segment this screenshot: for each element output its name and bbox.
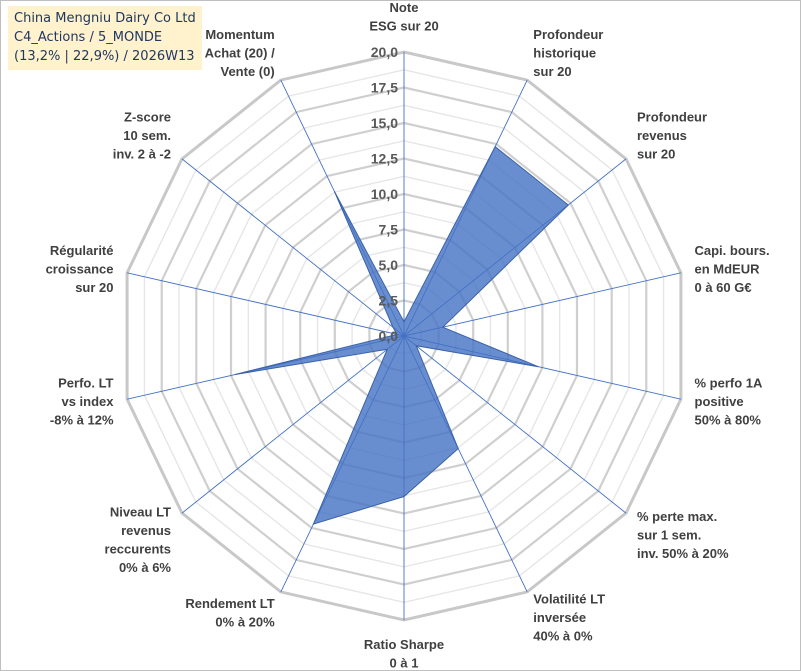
axis-label-line: en MdEUR <box>695 261 761 276</box>
axis-label-line: sur 20 <box>637 147 675 162</box>
axis-label-line: 10 sem. <box>123 128 171 143</box>
axis-label-line: sur 1 sem. <box>637 527 701 542</box>
axis-label-line: reccurents <box>105 541 171 556</box>
title-portfolio: C4_Actions / 5_MONDE <box>14 30 163 45</box>
axis-label-line: Perfo. LT <box>58 376 113 391</box>
series-area <box>234 145 570 525</box>
axis-label-line: sur 20 <box>75 280 113 295</box>
axis-label-line: Ratio Sharpe <box>364 637 444 652</box>
axis-label-line: Régularité <box>50 243 114 258</box>
axis-label-line: revenus <box>637 128 687 143</box>
axis-label-line: sur 20 <box>533 64 571 79</box>
axis-label: % perte max. sur 1 sem. inv. 50% à 20% <box>637 509 729 561</box>
axis-label: Rendement LT 0% à 20% <box>185 596 275 630</box>
axis-label-line: Capi. bours. <box>695 243 770 258</box>
tick-label: 0,0 <box>379 328 399 344</box>
axis-label-line: historique <box>533 45 596 60</box>
axis-label-line: Momentum <box>205 27 274 42</box>
axis-spoke <box>403 335 627 514</box>
axis-label-line: Volatilité LT <box>533 592 605 607</box>
axis-spoke <box>126 272 405 337</box>
axis-label: Perfo. LT vs index -8% à 12% <box>50 376 114 428</box>
axis-label-line: vs index <box>61 394 114 409</box>
axis-label: Momentum Achat (20) / Vente (0) <box>205 27 275 79</box>
axis-label-line: positive <box>695 394 744 409</box>
axis-label-line: Achat (20) / <box>205 45 275 60</box>
axis-label: % perfo 1A positive 50% à 80% <box>695 376 764 428</box>
radar-series <box>234 145 570 525</box>
title-period: (13,2% | 22,9%) / 2026W13 <box>14 49 195 64</box>
axis-label: Note ESG sur 20 <box>369 0 438 34</box>
radial-tick-labels: 0,0 2,5 5,0 7,5 10,0 12,5 15,0 17,5 20,0 <box>371 44 398 344</box>
axis-spoke <box>181 335 405 514</box>
tick-label: 12,5 <box>371 151 398 167</box>
axis-label-line: % perfo 1A <box>695 376 764 391</box>
axis-label: Profondeur revenus sur 20 <box>637 110 707 162</box>
axis-label-line: 0% à 6% <box>119 560 171 575</box>
axis-label-line: inv. 2 à -2 <box>113 147 171 162</box>
axis-label-line: 40% à 0% <box>533 629 593 644</box>
axis-label-line: croissance <box>46 261 114 276</box>
axis-label-line: Z-score <box>124 110 171 125</box>
axis-label-line: inversée <box>533 610 586 625</box>
axis-label: Capi. bours. en MdEUR 0 à 60 G€ <box>695 243 770 295</box>
axis-label: Régularité croissance sur 20 <box>46 243 114 295</box>
axis-label-line: Profondeur <box>637 110 707 125</box>
tick-label: 7,5 <box>379 222 399 238</box>
axis-label-line: Profondeur <box>533 27 603 42</box>
axis-label: Z-score 10 sem. inv. 2 à -2 <box>113 110 171 162</box>
axis-label-line: revenus <box>121 523 171 538</box>
axis-label-line: 50% à 80% <box>695 413 762 428</box>
axis-label-line: % perte max. <box>637 509 717 524</box>
chart-title-box: China Mengniu Dairy Co Ltd C4_Actions / … <box>8 6 202 70</box>
axis-label-line: Niveau LT <box>110 504 171 519</box>
axis-label-line: -8% à 12% <box>50 413 114 428</box>
axis-label: Ratio Sharpe 0 à 1 <box>364 637 444 671</box>
tick-label: 2,5 <box>379 293 399 309</box>
axis-label: Niveau LT revenus reccurents 0% à 6% <box>105 504 172 575</box>
axis-label-line: Vente (0) <box>221 64 275 79</box>
tick-label: 20,0 <box>371 44 398 60</box>
tick-label: 17,5 <box>371 80 398 96</box>
axis-label-line: ESG sur 20 <box>369 19 438 34</box>
tick-label: 5,0 <box>379 257 399 273</box>
axis-spoke <box>181 158 405 337</box>
axis-label-line: Note <box>390 0 419 15</box>
axis-label: Volatilité LT inversée 40% à 0% <box>533 592 605 644</box>
axis-label: Profondeur historique sur 20 <box>533 27 603 79</box>
axis-label-line: 0 à 1 <box>390 656 419 671</box>
axis-label-line: 0 à 60 G€ <box>695 280 752 295</box>
tick-label: 10,0 <box>371 186 398 202</box>
axis-labels: Note ESG sur 20 Profondeur historique sur 20… <box>46 0 770 671</box>
axis-label-line: inv. 50% à 20% <box>637 546 729 561</box>
axis-label-line: Rendement LT <box>185 596 274 611</box>
axis-spoke <box>403 272 682 337</box>
title-company: China Mengniu Dairy Co Ltd <box>14 11 196 26</box>
axis-label-line: 0% à 20% <box>215 615 275 630</box>
tick-label: 15,0 <box>371 115 398 131</box>
